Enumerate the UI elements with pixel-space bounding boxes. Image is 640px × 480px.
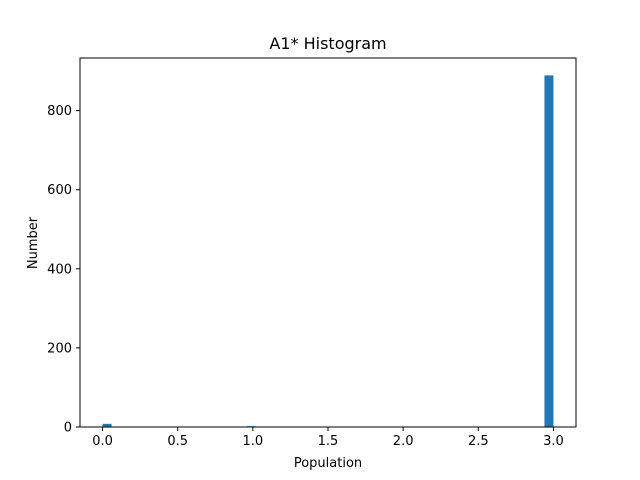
x-tick-label: 2.5: [468, 434, 489, 449]
plot-frame: [79, 57, 577, 428]
y-tick-label: 200: [47, 341, 72, 356]
x-tick-label: 1.0: [243, 434, 264, 449]
y-tick-label: 600: [47, 183, 72, 198]
x-axis-label: Population: [294, 456, 362, 471]
y-axis: 0 200 400 600 800: [47, 104, 80, 436]
y-tick-label: 800: [47, 104, 72, 119]
y-tick-label: 0: [64, 421, 72, 436]
x-tick-label: 3.0: [543, 434, 564, 449]
histogram-bar: [544, 75, 554, 428]
x-axis: 0.0 0.5 1.0 1.5 2.0 2.5 3.0: [92, 427, 564, 449]
x-tick-label: 1.5: [318, 434, 339, 449]
y-tick-label: 400: [47, 262, 72, 277]
x-tick-label: 0.5: [167, 434, 188, 449]
histogram-bar: [102, 423, 112, 427]
chart-title: A1* Histogram: [269, 34, 386, 53]
y-axis-label: Number: [26, 216, 41, 269]
x-tick-label: 2.0: [393, 434, 414, 449]
bars-layer: [102, 75, 554, 428]
x-tick-label: 0.0: [92, 434, 113, 449]
